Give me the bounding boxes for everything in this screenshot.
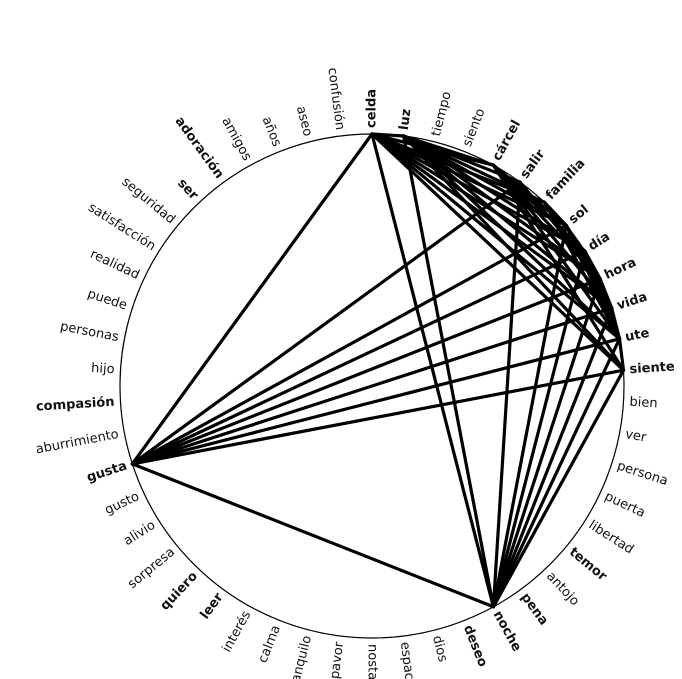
node-label-adoracion: adoración — [172, 114, 227, 182]
node-label-luz: luz — [397, 108, 415, 131]
node-label-temor: temor — [566, 545, 610, 585]
node-label-puerta: puerta — [602, 489, 647, 521]
node-label-tiempo: tiempo — [429, 90, 455, 138]
node-label-siente: siente — [629, 359, 675, 377]
node-label-aburrimiento: aburrimiento — [35, 427, 120, 458]
node-label-libertad: libertad — [586, 518, 636, 558]
node-label-noche: noche — [490, 608, 524, 654]
node-label-interes: interés — [220, 608, 255, 655]
edge-group — [130, 132, 626, 609]
node-label-vida: vida — [615, 290, 649, 314]
edge-dia-gusta — [130, 249, 587, 466]
edge-ute-siente — [617, 337, 626, 372]
edge-siente-gusta — [130, 368, 626, 466]
edge-sol-gusta — [130, 223, 568, 466]
node-label-amigos: amigos — [218, 115, 254, 164]
node-label-anos: años — [259, 115, 284, 149]
edge-vida-gusta — [130, 306, 614, 466]
edge-carcel-ute — [491, 163, 622, 341]
node-label-aseo: aseo — [293, 104, 315, 138]
node-label-gusta: gusta — [85, 459, 129, 486]
edge-salir-gusta — [130, 180, 522, 466]
node-label-dios: dios — [429, 634, 450, 664]
edge-gusta-noche — [130, 462, 495, 609]
node-label-familia: familia — [543, 156, 588, 203]
node-label-antojo: antojo — [543, 569, 582, 609]
node-label-deseo: deseo — [460, 623, 490, 669]
node-label-seguridad: seguridad — [119, 174, 178, 227]
node-label-pena: pena — [518, 590, 551, 628]
node-label-carcel: cárcel — [490, 118, 524, 164]
edge-vida-ute — [610, 306, 622, 341]
node-label-calma: calma — [256, 623, 284, 665]
edge-dia-noche — [491, 249, 587, 609]
node-label-bien: bien — [629, 395, 658, 412]
node-label-confusion: confusión — [324, 67, 347, 131]
node-label-salir: salir — [518, 147, 549, 182]
node-label-tranquilo: tranquilo — [286, 634, 315, 679]
node-label-ver: ver — [624, 427, 648, 446]
node-label-puede: puede — [86, 287, 129, 314]
edge-luz-sol — [402, 134, 568, 227]
edge-vida-noche — [491, 306, 614, 609]
edge-hora-gusta — [130, 277, 602, 466]
edge-celda-gusta — [130, 132, 374, 466]
node-label-siento: siento — [460, 106, 489, 148]
node-label-compasion: compasión — [36, 395, 115, 415]
node-label-personas: personas — [59, 319, 120, 345]
node-label-dia: día — [586, 229, 613, 254]
node-label-gusto: gusto — [103, 489, 142, 518]
node-label-realidad: realidad — [88, 247, 142, 283]
node-label-alivio: alivio — [121, 518, 158, 549]
node-label-quiero: quiero — [158, 569, 201, 614]
node-label-ser: ser — [174, 176, 201, 203]
node-label-pavor: pavor — [328, 640, 348, 679]
node-label-leer: leer — [198, 590, 227, 622]
node-label-sorpresa: sorpresa — [125, 545, 178, 592]
edge-siente-noche — [491, 368, 626, 609]
edge-celda-noche — [370, 132, 495, 609]
node-label-celda: celda — [365, 89, 380, 128]
node-label-sol: sol — [566, 202, 592, 227]
edge-sol-noche — [491, 223, 568, 609]
edge-ute-noche — [491, 337, 622, 609]
node-label-hijo: hijo — [91, 361, 115, 377]
node-label-nostalgia: nostalgia — [365, 644, 380, 679]
edge-luz-noche — [402, 134, 495, 609]
node-label-espacio: espacio — [397, 641, 418, 679]
node-label-hora: hora — [602, 255, 639, 283]
edge-hora-noche — [491, 277, 602, 609]
edge-ute-gusta — [130, 337, 622, 466]
node-label-ute: ute — [624, 326, 651, 345]
node-label-persona: persona — [615, 459, 670, 489]
